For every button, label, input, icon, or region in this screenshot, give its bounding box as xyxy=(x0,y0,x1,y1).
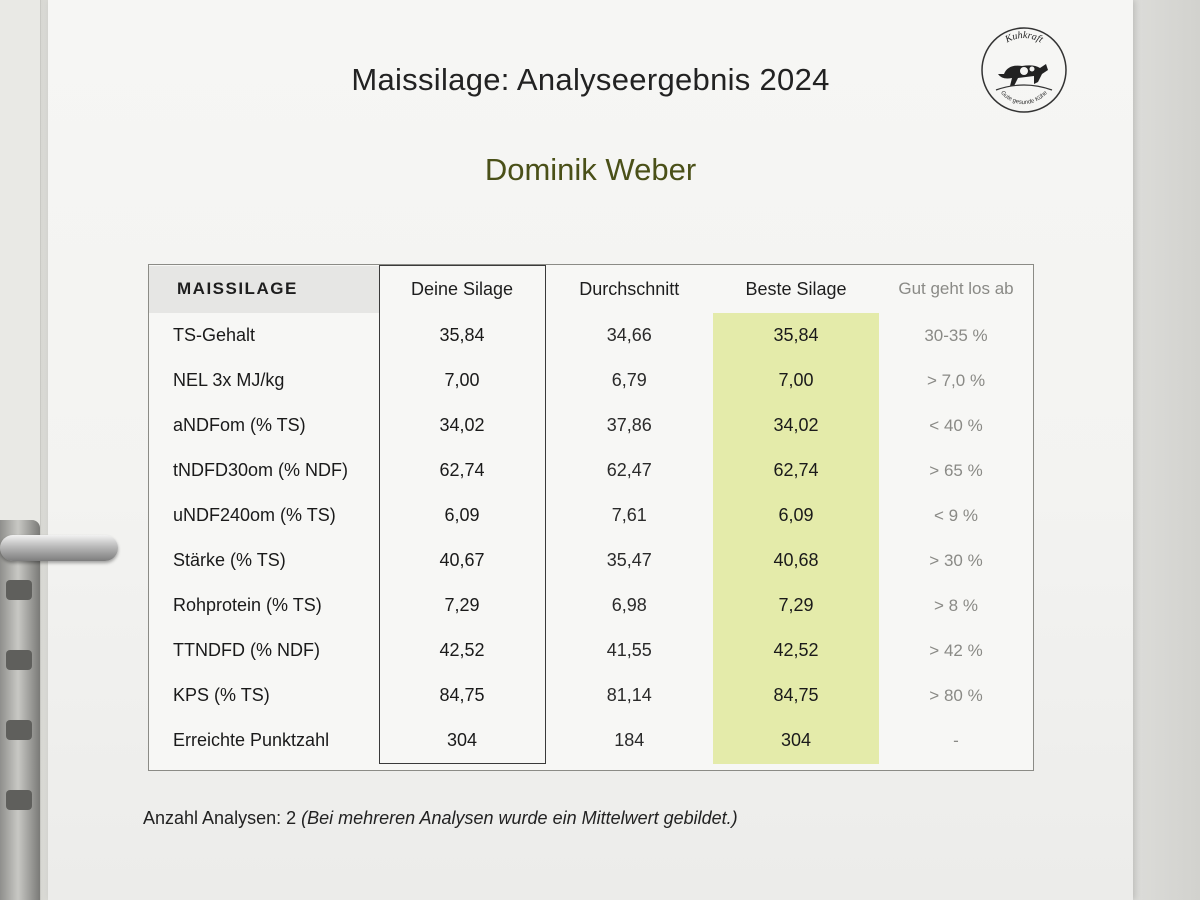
document-title: Maissilage: Analyseergebnis 2024 xyxy=(351,62,830,97)
cell-avg: 35,47 xyxy=(606,550,652,570)
cell-yours: 62,74 xyxy=(378,448,546,493)
background-right xyxy=(1120,0,1200,900)
cell-best: 7,00 xyxy=(713,358,879,403)
cell-yours: 42,52 xyxy=(378,628,546,673)
cell-label: Stärke (% TS) xyxy=(173,550,286,570)
table-row: aNDFom (% TS) 34,02 37,86 34,02 < 40 % xyxy=(149,403,1033,448)
cell-yours: 7,29 xyxy=(378,583,546,628)
footnote-count: Anzahl Analysen: 2 xyxy=(143,808,302,828)
cow-icon xyxy=(998,64,1048,86)
binder-slot xyxy=(6,650,32,670)
table-row: tNDFD30om (% NDF) 62,74 62,47 62,74 > 65 % xyxy=(149,448,1033,493)
svg-text:Kuhkraft: Kuhkraft xyxy=(1003,30,1045,46)
cell-best: 84,75 xyxy=(713,673,879,718)
table-row: NEL 3x MJ/kg 7,00 6,79 7,00 > 7,0 % xyxy=(149,358,1033,403)
cell-avg: 62,47 xyxy=(606,460,652,480)
cell-good: > 7,0 % xyxy=(926,370,986,390)
results-table: MAISSILAGE Deine Silage Durchschnitt Bes… xyxy=(148,264,1034,771)
cell-yours: 35,84 xyxy=(378,313,546,358)
kuhkraft-logo: Kuhkraft Gute gesunde Kühe xyxy=(978,24,1070,116)
binder-ring xyxy=(0,535,118,561)
footnote: Anzahl Analysen: 2 (Bei mehreren Analyse… xyxy=(143,808,738,829)
binder-slot xyxy=(6,720,32,740)
cell-yours: 84,75 xyxy=(378,673,546,718)
cell-label: NEL 3x MJ/kg xyxy=(173,370,285,390)
cell-avg: 6,79 xyxy=(611,370,647,390)
cell-good: > 30 % xyxy=(929,550,983,570)
binder-mechanism xyxy=(0,520,40,900)
table-row: Stärke (% TS) 40,67 35,47 40,68 > 30 % xyxy=(149,538,1033,583)
farmer-name: Dominik Weber xyxy=(484,152,697,187)
cell-good: < 9 % xyxy=(934,505,978,525)
cell-yours: 7,00 xyxy=(378,358,546,403)
cell-best: 35,84 xyxy=(713,313,879,358)
cell-avg: 7,61 xyxy=(611,505,647,525)
cell-best: 42,52 xyxy=(713,628,879,673)
cell-good: 30-35 % xyxy=(924,325,988,345)
table-row: Erreichte Punktzahl 304 184 304 - xyxy=(149,718,1033,764)
table-row: KPS (% TS) 84,75 81,14 84,75 > 80 % xyxy=(149,673,1033,718)
cell-best: 34,02 xyxy=(713,403,879,448)
logo-text-top: Kuhkraft xyxy=(1003,30,1045,46)
table-row: TS-Gehalt 35,84 34,66 35,84 30-35 % xyxy=(149,313,1033,358)
cell-good: < 40 % xyxy=(929,415,983,435)
cell-yours: 34,02 xyxy=(378,403,546,448)
cell-avg: 81,14 xyxy=(606,685,652,705)
cell-label: aNDFom (% TS) xyxy=(173,415,306,435)
cell-avg: 37,86 xyxy=(606,415,652,435)
header-beste-silage: Beste Silage xyxy=(745,278,847,299)
cell-avg: 184 xyxy=(614,730,645,751)
table-row: Rohprotein (% TS) 7,29 6,98 7,29 > 8 % xyxy=(149,583,1033,628)
cell-yours: 40,67 xyxy=(378,538,546,583)
cell-label: tNDFD30om (% NDF) xyxy=(173,460,349,480)
header-maissilage: MAISSILAGE xyxy=(149,265,379,313)
cell-good: > 65 % xyxy=(929,460,983,480)
footnote-note: (Bei mehreren Analysen wurde ein Mittelw… xyxy=(301,808,738,828)
cell-good: > 42 % xyxy=(929,640,983,660)
table-row: uNDF240om (% TS) 6,09 7,61 6,09 < 9 % xyxy=(149,493,1033,538)
paper-sheet: Maissilage: Analyseergebnis 2024 Kuhkraf… xyxy=(48,0,1133,900)
cell-avg: 6,98 xyxy=(611,595,647,615)
cell-good: - xyxy=(953,730,959,750)
cell-yours: 304 xyxy=(378,718,546,764)
cell-best: 304 xyxy=(713,718,879,764)
binder-slot xyxy=(6,790,32,810)
header-gut-geht-los-ab: Gut geht los ab xyxy=(898,279,1014,299)
table-header-row: MAISSILAGE Deine Silage Durchschnitt Bes… xyxy=(149,265,1033,313)
cell-good: > 8 % xyxy=(934,595,978,615)
cell-label: uNDF240om (% TS) xyxy=(173,505,336,525)
binder-slot xyxy=(6,580,32,600)
cell-label: TTNDFD (% NDF) xyxy=(173,640,320,660)
svg-text:Gute gesunde Kühe: Gute gesunde Kühe xyxy=(999,90,1049,106)
cell-label: Erreichte Punktzahl xyxy=(173,730,330,751)
logo-text-bottom: Gute gesunde Kühe xyxy=(999,90,1049,106)
cell-label: Rohprotein (% TS) xyxy=(173,595,322,615)
cell-avg: 34,66 xyxy=(606,325,652,345)
cell-avg: 41,55 xyxy=(606,640,652,660)
cell-best: 62,74 xyxy=(713,448,879,493)
cell-best: 7,29 xyxy=(713,583,879,628)
table-row: TTNDFD (% NDF) 42,52 41,55 42,52 > 42 % xyxy=(149,628,1033,673)
cell-good: > 80 % xyxy=(929,685,983,705)
cell-yours: 6,09 xyxy=(378,493,546,538)
cell-best: 6,09 xyxy=(713,493,879,538)
cell-label: KPS (% TS) xyxy=(173,685,270,705)
cell-label: TS-Gehalt xyxy=(173,325,256,345)
header-deine-silage: Deine Silage xyxy=(378,265,546,313)
header-durchschnitt: Durchschnitt xyxy=(579,278,680,299)
cell-best: 40,68 xyxy=(713,538,879,583)
